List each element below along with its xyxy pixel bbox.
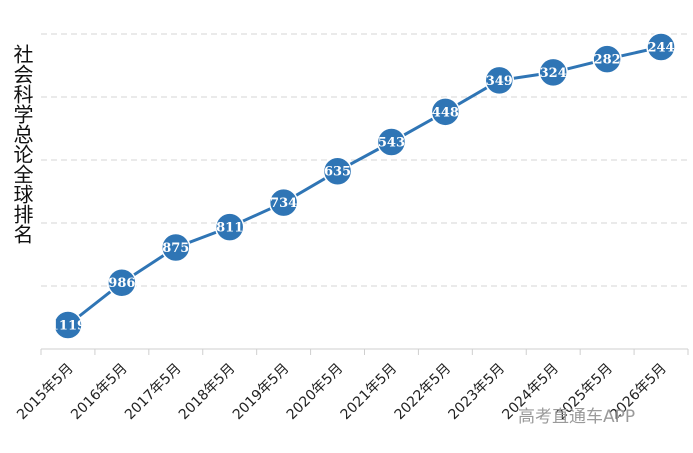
data-point-4 [268, 187, 299, 218]
data-label-5: 635 [324, 165, 351, 180]
data-label-2: 875 [162, 241, 189, 256]
x-tick-label-4: 2019年5月 [230, 361, 293, 424]
x-axis-ticks [40, 349, 689, 355]
data-point-9 [538, 57, 568, 88]
data-label-6: 543 [378, 135, 405, 150]
x-tick-label-2: 2017年5月 [122, 361, 185, 424]
series-line [67, 45, 662, 327]
data-point-3 [214, 212, 245, 242]
data-point-11 [646, 32, 676, 62]
data-point-1 [107, 267, 137, 298]
data-point-10 [592, 44, 622, 74]
x-tick-label-0: 2015年5月 [14, 361, 77, 424]
data-label-4: 734 [270, 196, 297, 211]
data-label-10: 282 [594, 53, 621, 68]
watermark-text: 高考直通车APP [518, 407, 636, 427]
data-label-1: 986 [108, 276, 135, 291]
y-axis-label: 社会科学总论全球排名 [10, 44, 34, 244]
data-point-6 [376, 127, 407, 157]
data-label-3: 811 [216, 221, 243, 236]
x-tick-label-5: 2020年5月 [284, 361, 347, 424]
data-point-0 [53, 310, 83, 340]
x-tick-label-8: 2023年5月 [446, 361, 509, 424]
data-points: 1119 986 875 811 734 635 543 448 349 324 282 244 [50, 32, 676, 340]
data-point-5 [322, 156, 353, 186]
data-point-8 [484, 65, 515, 96]
data-point-2 [161, 232, 191, 263]
x-tick-label-3: 2018年5月 [176, 361, 239, 424]
x-tick-label-1: 2016年5月 [68, 361, 131, 424]
data-point-7 [430, 97, 461, 127]
data-label-11: 244 [647, 41, 674, 56]
x-tick-label-6: 2021年5月 [338, 361, 401, 424]
x-tick-label-7: 2022年5月 [392, 361, 455, 424]
data-label-0: 1119 [50, 319, 86, 334]
data-label-7: 448 [432, 105, 459, 120]
gridlines [41, 33, 688, 287]
data-label-9: 324 [540, 66, 567, 81]
data-label-8: 349 [486, 74, 513, 89]
